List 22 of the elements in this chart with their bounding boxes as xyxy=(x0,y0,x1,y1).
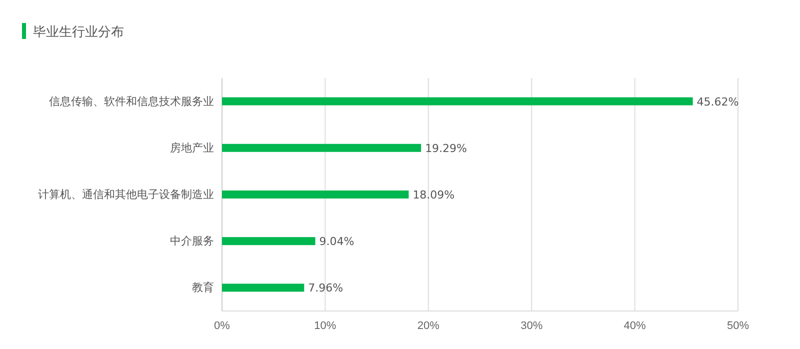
x-tick-label: 20% xyxy=(417,320,440,332)
bar xyxy=(222,284,304,292)
y-tick-label: 教育 xyxy=(192,281,214,294)
data-label: 19.29% xyxy=(425,142,468,155)
data-label: 45.62% xyxy=(696,95,739,108)
bar xyxy=(222,237,316,246)
x-tick-label: 10% xyxy=(314,320,336,332)
y-tick-label: 计算机、通信和其他电子设备制造业 xyxy=(38,188,214,202)
bar xyxy=(222,97,693,106)
data-label: 9.04% xyxy=(319,235,354,248)
x-tick-label: 40% xyxy=(624,320,646,332)
data-label: 7.96% xyxy=(308,282,344,295)
x-tick-label: 30% xyxy=(520,320,543,332)
text: 毕业生行业分布 xyxy=(33,25,124,40)
y-tick-label: 中介服务 xyxy=(170,234,214,248)
bar xyxy=(222,144,422,152)
y-tick-label: 信息传输、软件和信息技术服务业 xyxy=(49,94,214,108)
y-tick-label: 房地产业 xyxy=(170,141,214,154)
data-label: 18.09% xyxy=(412,188,455,202)
x-tick-label: 0% xyxy=(214,320,230,332)
x-tick-label: 50% xyxy=(726,320,750,332)
bar xyxy=(222,190,409,198)
